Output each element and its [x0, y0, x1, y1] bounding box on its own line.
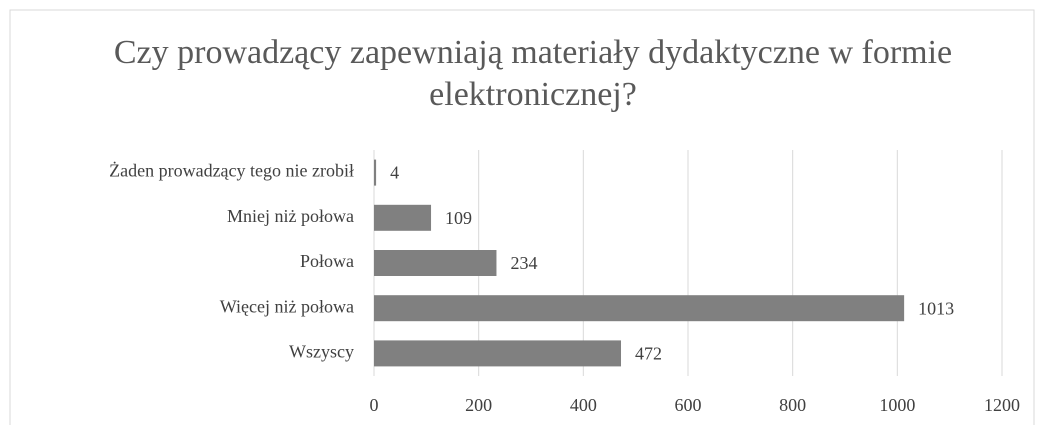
- value-label: 4: [390, 163, 399, 183]
- bar: [374, 295, 905, 322]
- x-tick-label: 0: [370, 395, 379, 415]
- x-tick-label: 1000: [879, 395, 915, 415]
- x-tick-label: 1200: [984, 395, 1020, 415]
- bar: [374, 340, 622, 367]
- x-tick-label: 600: [675, 395, 702, 415]
- value-label: 109: [445, 208, 472, 228]
- y-tick-label: Połowa: [300, 251, 354, 271]
- bar: [374, 204, 432, 231]
- bar: [374, 159, 377, 186]
- value-label: 234: [510, 253, 537, 273]
- bar: [374, 250, 497, 276]
- x-tick-label: 400: [570, 395, 597, 415]
- y-tick-label: Wszyscy: [289, 342, 354, 362]
- chart-border: [9, 9, 1035, 425]
- value-label: 472: [635, 344, 662, 364]
- value-label: 1013: [918, 298, 954, 318]
- x-tick-label: 800: [779, 395, 806, 415]
- y-tick-label: Żaden prowadzący tego nie zrobił: [109, 161, 354, 181]
- x-tick-label: 200: [465, 395, 492, 415]
- y-tick-label: Więcej niż połowa: [220, 296, 354, 316]
- y-tick-label: Mniej niż połowa: [227, 206, 354, 226]
- chart-title: Czy prowadzący zapewniają materiały dyda…: [113, 34, 953, 113]
